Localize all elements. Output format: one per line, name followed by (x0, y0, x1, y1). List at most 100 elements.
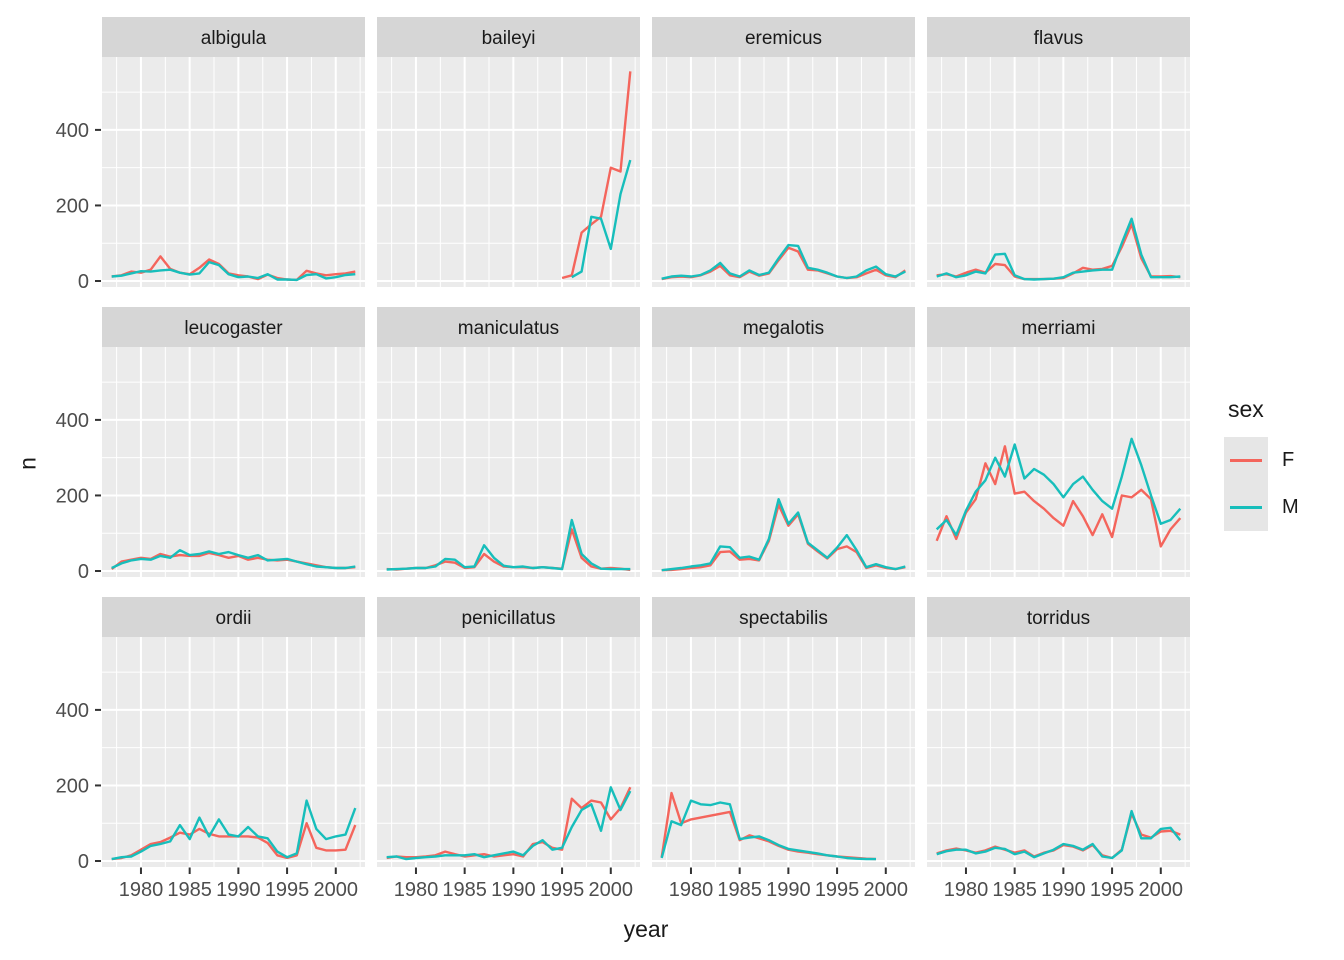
legend-key-m (1224, 484, 1268, 531)
series-F-baileyi (561, 71, 632, 280)
x-tick-label: 1990 (1041, 879, 1086, 901)
y-tick-label: 200 (56, 775, 89, 797)
series-M-spectabilis (660, 799, 876, 861)
legend-key-f (1224, 437, 1268, 484)
f-line-swatch-icon (1230, 459, 1262, 462)
facet-panel (377, 57, 640, 287)
facet-eremicus: eremicus (652, 17, 915, 287)
facet-merriami: merriami (927, 307, 1190, 577)
facet-panel (652, 637, 915, 867)
facet-title: ordii (216, 608, 252, 629)
facet-strip (927, 307, 1190, 347)
x-tick-label: 2000 (314, 879, 359, 901)
m-line-swatch-icon (1230, 506, 1262, 509)
facet-strip (652, 17, 915, 57)
facet-strip (927, 597, 1190, 637)
facet-strip (652, 307, 915, 347)
facet-strip (102, 597, 365, 637)
series-M-ordii (111, 799, 357, 861)
x-tick-label: 1990 (491, 879, 536, 901)
legend-label-f: F (1282, 449, 1295, 471)
facet-maniculatus: maniculatus (377, 307, 640, 577)
x-tick-label: 1995 (1090, 879, 1135, 901)
x-tick-label: 1980 (944, 879, 989, 901)
facet-panel (377, 637, 640, 867)
facet-panel (927, 347, 1190, 577)
x-tick-label: 1985 (167, 879, 212, 901)
series-M-flavus (936, 217, 1181, 281)
facet-title: flavus (1034, 28, 1084, 49)
facet-ordii: ordii 0 200 400 1980 1985 1990 1995 2000 (56, 597, 365, 901)
series-M-merriami (935, 437, 1182, 537)
facet-panel (927, 57, 1190, 287)
y-tick-label: 400 (56, 700, 89, 722)
series-M-albigula (111, 260, 356, 282)
facet-strip (377, 307, 640, 347)
facet-strip (652, 597, 915, 637)
facet-panel (102, 347, 365, 577)
x-tick-label: 2000 (1139, 879, 1184, 901)
facet-leucogaster: leucogaster 0 200 400 (56, 307, 365, 583)
facet-strip (927, 17, 1190, 57)
x-tick-label: 1980 (119, 879, 164, 901)
facet-title: torridus (1027, 608, 1090, 629)
legend-label-m: M (1282, 496, 1299, 518)
y-tick-label: 200 (56, 195, 89, 217)
x-tick-label: 1985 (442, 879, 487, 901)
facet-title: baileyi (482, 28, 536, 49)
series-M-eremicus (661, 243, 906, 280)
x-tick-label: 1990 (766, 879, 811, 901)
facet-title: eremicus (745, 28, 822, 49)
legend-entry-m: M (1224, 484, 1342, 531)
facet-albigula: albigula 0 200 400 (56, 17, 365, 293)
legend-title: sex (1228, 396, 1264, 422)
facet-panel (652, 57, 915, 287)
y-tick-label: 400 (56, 410, 89, 432)
facet-strip (102, 307, 365, 347)
series-M-leucogaster (111, 549, 356, 570)
x-tick-label: 1995 (815, 879, 860, 901)
facet-title: penicillatus (462, 608, 556, 629)
x-tick-label: 1985 (992, 879, 1037, 901)
legend: sex F M (1224, 396, 1342, 531)
x-tick-label: 1995 (265, 879, 310, 901)
facet-strip (377, 17, 640, 57)
legend-entry-f: F (1224, 437, 1342, 484)
x-tick-label: 1990 (216, 879, 261, 901)
facet-panel (377, 347, 640, 577)
facet-panel (102, 637, 365, 867)
facet-flavus: flavus (927, 17, 1190, 287)
facet-strip (377, 597, 640, 637)
x-tick-label: 1980 (669, 879, 714, 901)
facet-title: spectabilis (739, 608, 828, 629)
y-tick-label: 200 (56, 485, 89, 507)
facet-title: albigula (201, 28, 267, 49)
facet-panel (927, 637, 1190, 867)
facet-title: leucogaster (184, 318, 283, 339)
y-tick-label: 0 (78, 561, 89, 583)
facet-title: megalotis (743, 318, 824, 339)
x-tick-label: 1995 (540, 879, 585, 901)
x-tick-label: 1980 (394, 879, 439, 901)
y-tick-label: 0 (78, 851, 89, 873)
x-tick-label: 2000 (864, 879, 909, 901)
series-M-penicillatus (386, 786, 632, 861)
series-M-torridus (936, 809, 1182, 860)
x-tick-label: 2000 (589, 879, 634, 901)
facet-baileyi: baileyi (377, 17, 640, 287)
x-tick-label: 1985 (717, 879, 762, 901)
facet-penicillatus: penicillatus 1980 1985 1990 1995 2000 (377, 597, 640, 901)
series-F-merriami (935, 445, 1182, 548)
y-tick-label: 0 (78, 271, 89, 293)
facet-panel (652, 347, 915, 577)
facet-torridus: torridus 1980 1985 1990 1995 2000 (927, 597, 1190, 901)
facet-strip (102, 17, 365, 57)
series-M-baileyi (571, 159, 632, 279)
series-F-albigula (111, 255, 356, 282)
facet-title: merriami (1022, 318, 1096, 339)
series-M-megalotis (661, 498, 906, 572)
x-axis-title: year (623, 916, 669, 942)
facet-title: maniculatus (458, 318, 559, 339)
series-M-maniculatus (386, 518, 631, 571)
